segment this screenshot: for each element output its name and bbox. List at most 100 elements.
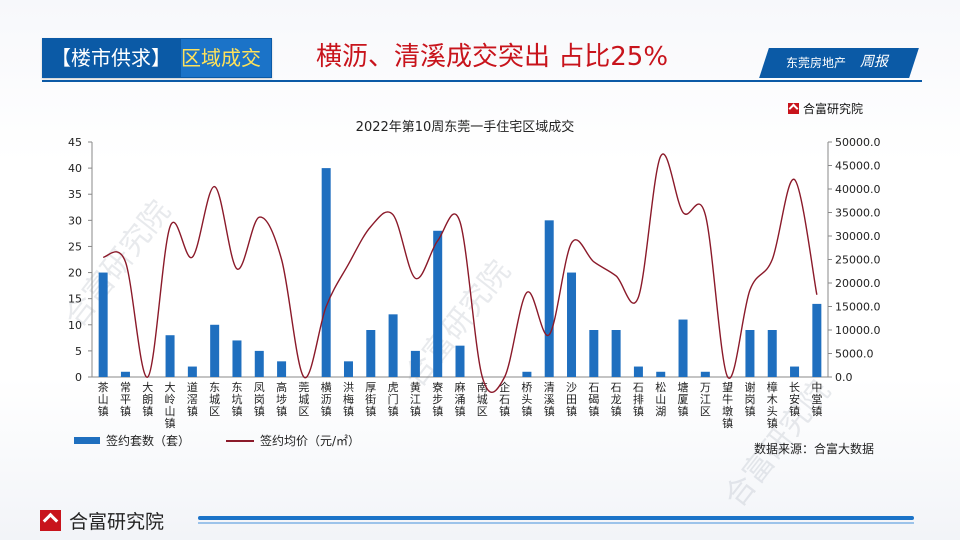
left-tick-label: 25 [68,240,82,253]
bar [388,314,398,377]
bar [812,303,822,377]
right-tick-label: 45000.0 [835,160,881,173]
bar [767,330,777,377]
left-tick-label: 20 [68,267,82,280]
price-line [103,153,818,393]
left-tick-label: 15 [68,293,82,306]
category-label: 洪梅镇 [343,380,354,418]
category-label: 塘厦镇 [678,380,689,418]
category-label: 凤岗镇 [254,381,265,418]
right-tick-label: 5000.0 [835,348,874,361]
bar [745,330,755,377]
category-label: 沙田镇 [566,381,577,418]
category-label: 樟木头镇 [767,380,778,430]
category-label: 东城区 [209,381,220,418]
category-label: 望牛墩镇 [722,381,733,430]
bar [98,272,108,377]
bar [321,168,331,377]
left-tick-label: 10 [68,319,82,332]
right-tick-label: 20000.0 [835,277,881,290]
category-label: 寮步镇 [432,380,443,418]
bar [522,371,532,377]
right-tick-label: 35000.0 [835,207,881,220]
headline: 横沥、清溪成交突出 占比25% [316,42,669,72]
left-tick-label: 5 [75,345,82,358]
right-tick-label: 15000.0 [835,301,881,314]
logo-top-text: 合富研究院 [803,102,864,116]
category-label: 南城区 [477,381,488,418]
hefu-logo-icon [40,510,61,531]
bar [187,366,197,377]
right-tick-label: 0.0 [835,371,853,384]
category-label: 麻涌镇 [455,380,466,418]
legend-bar-label: 签约套数（套） [106,434,191,448]
bar [611,330,621,377]
legend: 签约套数（套） 签约均价（元/㎡） [74,432,360,449]
bar [120,371,130,377]
bar [455,345,465,377]
category-label: 石碣镇 [588,381,599,418]
bar [633,366,643,377]
bottom-logo: 合富研究院 [40,507,164,534]
category-label: 松山湖 [655,380,666,418]
bar [567,272,577,377]
bottom-logo-text: 合富研究院 [69,511,165,533]
right-tick-label: 50000.0 [835,136,881,149]
category-label: 横沥镇 [321,380,332,418]
bar [410,350,420,377]
category-label: 高埗镇 [276,380,287,418]
bar [366,330,376,377]
category-label: 桥头镇 [521,381,532,418]
category-label: 黄江镇 [410,380,421,418]
section-title-right: 区域成交 [181,39,271,77]
right-tick-label: 30000.0 [835,230,881,243]
category-label: 常平镇 [120,381,131,418]
bar [700,371,710,377]
bar [589,330,599,377]
legend-line-label: 签约均价（元/㎡） [260,434,361,448]
section-title: 【楼市供求】 区域成交 [42,38,272,78]
category-label: 莞城区 [298,381,309,418]
bar [656,371,666,377]
category-label: 石排镇 [633,381,644,418]
bar [544,220,554,377]
bar [678,319,688,377]
left-tick-label: 35 [68,188,82,201]
brand-script: 周报 [860,54,888,70]
category-label: 谢岗镇 [744,380,755,418]
right-tick-label: 10000.0 [835,324,881,337]
data-source: 数据来源：合富大数据 [754,442,875,456]
bar [790,366,800,377]
category-label: 中堂镇 [811,381,822,418]
category-label: 大岭山镇 [165,380,176,430]
category-label: 大朗镇 [142,380,153,418]
brand-name: 东莞房地产 [786,56,847,70]
category-label: 茶山镇 [98,381,109,418]
category-label: 长安镇 [789,381,800,418]
hefu-logo-icon [788,103,799,114]
left-tick-label: 30 [68,214,82,227]
header-divider [42,80,922,82]
category-label: 清溪镇 [544,381,555,418]
bar [343,361,353,377]
right-tick-label: 25000.0 [835,254,881,267]
category-label: 万江区 [700,381,711,418]
category-label: 道滘镇 [187,380,198,418]
left-tick-label: 40 [68,162,82,175]
footer-line-light [198,522,914,524]
category-label: 厚街镇 [365,381,376,418]
category-label: 石龙镇 [611,381,622,418]
category-label: 虎门镇 [388,381,399,418]
bar [210,324,220,377]
left-tick-label: 0 [75,371,82,384]
bar [232,340,242,377]
bar [254,350,264,377]
section-title-left: 【楼市供求】 [43,39,181,77]
legend-line-swatch [226,439,255,442]
category-label: 企石镇 [499,380,510,418]
bar [165,335,175,377]
footer-line [198,516,914,520]
legend-bar-swatch [74,437,100,444]
